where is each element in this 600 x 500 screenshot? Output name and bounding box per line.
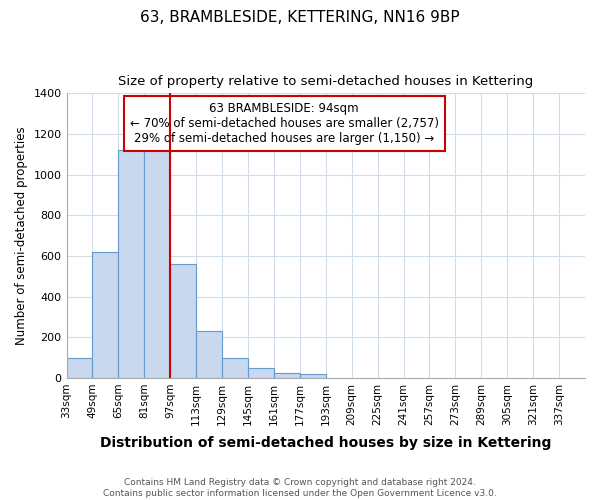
Bar [170, 264, 196, 378]
Text: Contains HM Land Registry data © Crown copyright and database right 2024.
Contai: Contains HM Land Registry data © Crown c… [103, 478, 497, 498]
Bar [300, 374, 326, 378]
Bar [274, 373, 300, 378]
Bar [222, 358, 248, 378]
Text: 63, BRAMBLESIDE, KETTERING, NN16 9BP: 63, BRAMBLESIDE, KETTERING, NN16 9BP [140, 10, 460, 25]
Bar [67, 358, 92, 378]
Bar [118, 150, 145, 378]
Bar [248, 368, 274, 378]
Title: Size of property relative to semi-detached houses in Kettering: Size of property relative to semi-detach… [118, 75, 533, 88]
X-axis label: Distribution of semi-detached houses by size in Kettering: Distribution of semi-detached houses by … [100, 436, 551, 450]
Bar [92, 252, 118, 378]
Text: 63 BRAMBLESIDE: 94sqm
← 70% of semi-detached houses are smaller (2,757)
29% of s: 63 BRAMBLESIDE: 94sqm ← 70% of semi-deta… [130, 102, 439, 145]
Bar [145, 150, 170, 378]
Y-axis label: Number of semi-detached properties: Number of semi-detached properties [15, 126, 28, 345]
Bar [196, 331, 222, 378]
